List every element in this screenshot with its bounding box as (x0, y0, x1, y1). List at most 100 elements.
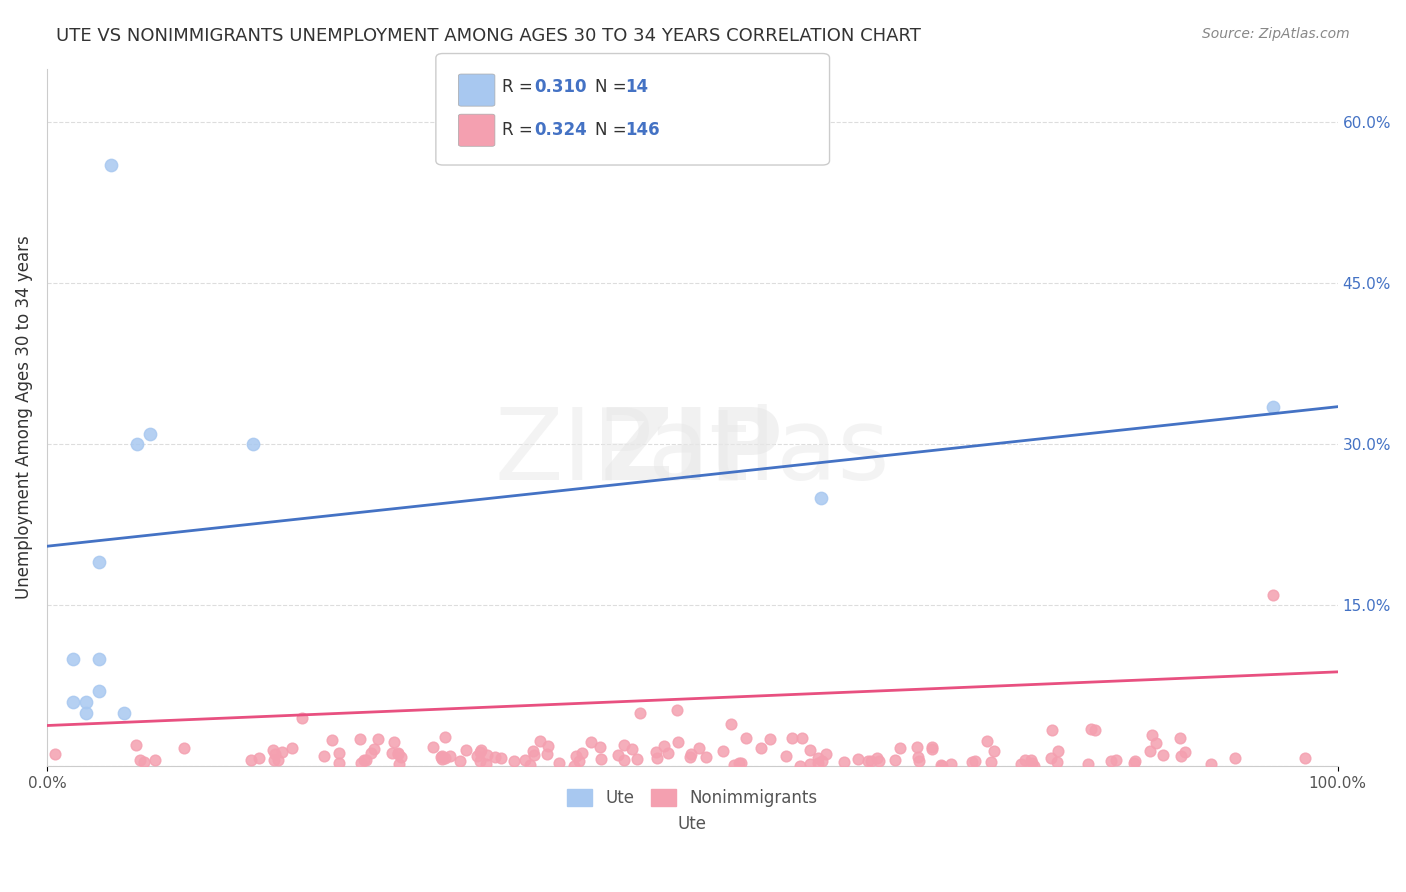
Point (612, 753, 634, 767)
Point (1294, 751, 1316, 765)
Point (449, 754, 471, 768)
Text: 146: 146 (626, 121, 661, 139)
Point (907, 750, 929, 764)
Text: Ute: Ute (678, 815, 707, 833)
Text: Source: ZipAtlas.com: Source: ZipAtlas.com (1202, 27, 1350, 41)
Point (1040, 723, 1063, 737)
Point (983, 744, 1005, 758)
Point (678, 749, 700, 764)
Point (87, 652, 110, 666)
Point (1077, 756, 1099, 771)
Point (125, 738, 148, 752)
Point (856, 754, 879, 768)
Point (921, 742, 943, 756)
Point (381, 746, 404, 760)
Point (513, 753, 536, 767)
Point (112, 706, 135, 720)
Text: UTE VS NONIMMIGRANTS UNEMPLOYMENT AMONG AGES 30 TO 34 YEARS CORRELATION CHART: UTE VS NONIMMIGRANTS UNEMPLOYMENT AMONG … (56, 27, 921, 45)
Point (1170, 748, 1192, 763)
Point (666, 735, 689, 749)
Point (1152, 748, 1174, 763)
Point (62, 695, 84, 709)
Point (439, 749, 461, 764)
Point (775, 748, 797, 763)
Point (475, 747, 498, 762)
Point (536, 747, 558, 761)
Legend: Ute, Nonimmigrants: Ute, Nonimmigrants (561, 782, 824, 814)
Point (139, 426, 162, 441)
Point (720, 717, 742, 731)
Point (723, 757, 745, 772)
Point (468, 746, 491, 760)
Point (270, 745, 292, 759)
Point (267, 753, 290, 767)
Point (1123, 754, 1146, 768)
Point (87, 555, 110, 569)
Point (363, 741, 385, 756)
Point (688, 740, 710, 755)
Point (579, 735, 602, 749)
Point (263, 747, 285, 761)
Point (832, 755, 855, 769)
Point (568, 755, 591, 769)
Point (1199, 757, 1222, 772)
Point (388, 756, 411, 771)
Point (491, 751, 513, 765)
Point (780, 731, 803, 745)
Point (433, 730, 456, 744)
Point (382, 735, 405, 749)
Point (645, 745, 668, 759)
Point (759, 732, 782, 747)
Point (589, 739, 612, 754)
Point (1022, 759, 1045, 773)
Point (1139, 744, 1161, 758)
Point (810, 754, 832, 768)
Point (810, 491, 832, 505)
Point (470, 742, 492, 756)
Point (360, 746, 382, 760)
Point (652, 739, 675, 753)
Point (1021, 753, 1043, 767)
Point (1105, 753, 1128, 767)
Text: ZIP: ZIP (600, 404, 783, 500)
Text: 0.310: 0.310 (534, 78, 586, 95)
Point (75, 695, 97, 709)
Point (247, 751, 270, 765)
Point (621, 741, 644, 756)
Point (291, 711, 314, 725)
Point (799, 757, 821, 772)
Point (1014, 753, 1036, 767)
Text: N =: N = (595, 78, 631, 95)
Point (127, 437, 149, 451)
Point (695, 750, 717, 764)
Point (1010, 757, 1032, 772)
Point (907, 754, 929, 768)
Point (905, 740, 928, 755)
Point (1144, 735, 1167, 749)
Point (523, 748, 546, 763)
Point (519, 758, 541, 772)
Y-axis label: Unemployment Among Ages 30 to 34 years: Unemployment Among Ages 30 to 34 years (15, 235, 32, 599)
Point (350, 756, 373, 771)
Point (522, 743, 544, 757)
Point (931, 759, 953, 773)
Point (860, 754, 883, 768)
Point (962, 755, 984, 769)
Point (349, 732, 371, 747)
Point (645, 751, 668, 765)
Text: 14: 14 (626, 78, 648, 95)
Point (467, 749, 489, 764)
Point (728, 756, 751, 770)
Point (1261, 400, 1284, 414)
Text: 0.324: 0.324 (534, 121, 588, 139)
Point (883, 753, 905, 767)
Point (262, 743, 284, 757)
Point (475, 756, 498, 771)
Point (565, 748, 588, 763)
Point (356, 753, 378, 767)
Point (1168, 731, 1191, 745)
Point (1039, 751, 1062, 765)
Point (792, 731, 814, 745)
Point (470, 754, 492, 768)
Point (87, 684, 110, 698)
